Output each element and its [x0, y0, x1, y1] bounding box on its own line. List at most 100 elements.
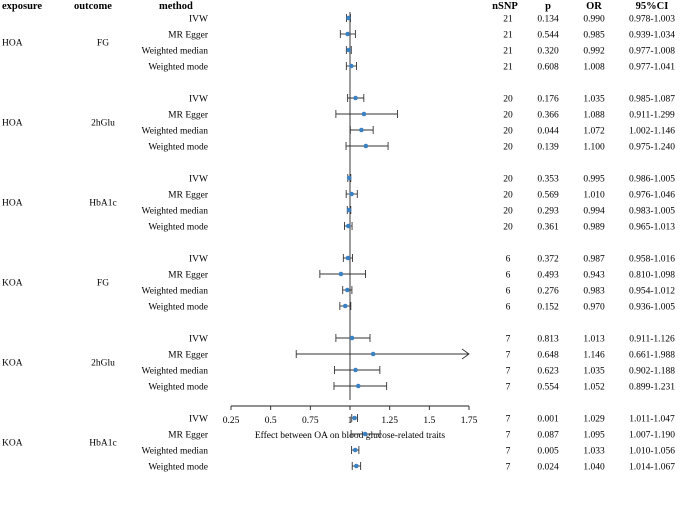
p-value-4-0: 0.813 [537, 335, 559, 345]
nsnp-value-3-2: 6 [506, 287, 511, 297]
ci-value-4-2: 0.902-1.188 [629, 367, 675, 377]
group-exposure-2: HOA [2, 199, 23, 209]
p-value-3-2: 0.276 [537, 287, 559, 297]
method-label-5-2: Weighted median [141, 447, 208, 457]
x-tick-label-5: 1.5 [423, 416, 435, 426]
or-point-5-2 [352, 447, 358, 453]
method-label-4-0: IVW [189, 335, 208, 345]
nsnp-value-4-2: 7 [506, 367, 511, 377]
or-value-4-2: 1.035 [583, 367, 605, 377]
ci-value-5-1: 1.007-1.190 [629, 431, 675, 441]
header-p: p [545, 1, 551, 12]
or-value-0-3: 1.008 [583, 63, 605, 73]
method-label-2-2: Weighted median [141, 207, 208, 217]
p-value-1-1: 0.366 [537, 111, 559, 121]
p-value-2-1: 0.569 [537, 191, 559, 201]
nsnp-value-1-1: 20 [503, 111, 513, 121]
ci-value-0-1: 0.939-1.034 [629, 31, 675, 41]
group-outcome-5: HbA1c [89, 439, 116, 449]
or-value-4-3: 1.052 [583, 383, 605, 393]
method-label-0-0: IVW [189, 15, 208, 25]
method-label-3-2: Weighted median [141, 287, 208, 297]
or-point-4-1 [370, 351, 376, 357]
p-value-3-1: 0.493 [537, 271, 559, 281]
p-value-0-2: 0.320 [537, 47, 559, 57]
p-value-3-3: 0.152 [537, 303, 559, 313]
or-point-4-2 [353, 367, 358, 373]
group-outcome-2: HbA1c [89, 199, 116, 209]
or-value-2-0: 0.995 [583, 175, 605, 185]
nsnp-value-1-3: 20 [503, 143, 513, 153]
nsnp-value-2-2: 20 [503, 207, 513, 217]
or-point-2-2 [346, 207, 352, 213]
or-value-0-0: 0.990 [583, 15, 605, 25]
method-label-4-1: MR Egger [168, 351, 209, 361]
group-exposure-1: HOA [2, 119, 23, 129]
p-value-4-3: 0.554 [537, 383, 559, 393]
ci-value-3-1: 0.810-1.098 [629, 271, 675, 281]
ci-arrow-4-1 [461, 348, 470, 360]
method-label-3-3: Weighted mode [148, 303, 208, 313]
header-nsnp: nSNP [492, 1, 518, 12]
p-value-1-2: 0.044 [537, 127, 559, 137]
or-point-1-1 [361, 111, 367, 117]
or-value-5-1: 1.095 [583, 431, 605, 441]
ci-value-2-1: 0.976-1.046 [629, 191, 675, 201]
nsnp-value-0-1: 21 [503, 31, 513, 41]
or-value-0-2: 0.992 [583, 47, 605, 57]
p-value-3-0: 0.372 [537, 255, 559, 265]
or-value-1-1: 1.088 [583, 111, 605, 121]
method-label-1-2: Weighted median [141, 127, 208, 137]
or-value-3-2: 0.983 [583, 287, 605, 297]
p-value-2-0: 0.353 [537, 175, 559, 185]
or-point-0-0 [346, 15, 351, 21]
x-axis-title: Effect between OA on blood glucose-relat… [255, 430, 446, 441]
p-value-5-2: 0.005 [537, 447, 559, 457]
group-outcome-1: 2hGlu [91, 119, 115, 129]
ci-value-4-3: 0.899-1.231 [629, 383, 675, 393]
or-value-3-1: 0.943 [583, 271, 605, 281]
x-tick-label-0: 0.25 [223, 416, 240, 426]
method-label-0-1: MR Egger [168, 31, 209, 41]
nsnp-value-1-0: 20 [503, 95, 513, 105]
method-label-2-0: IVW [189, 175, 208, 185]
nsnp-value-4-3: 7 [506, 383, 511, 393]
header-ci: 95%CI [636, 1, 669, 12]
or-value-3-3: 0.970 [583, 303, 605, 313]
method-label-1-1: MR Egger [168, 111, 209, 121]
method-label-4-3: Weighted mode [148, 383, 208, 393]
nsnp-value-0-2: 21 [503, 47, 513, 57]
header-outcome: outcome [74, 1, 112, 12]
x-tick-label-2: 0.75 [302, 416, 319, 426]
ci-value-4-1: 0.661-1.988 [629, 351, 675, 361]
nsnp-value-0-3: 21 [503, 63, 513, 73]
group-outcome-4: 2hGlu [91, 359, 115, 369]
ci-value-5-0: 1.011-1.047 [629, 415, 675, 425]
nsnp-value-0-0: 21 [503, 15, 513, 25]
header-method: method [159, 1, 193, 12]
ci-value-5-3: 1.014-1.067 [629, 463, 675, 473]
or-point-1-2 [359, 127, 364, 133]
nsnp-value-4-1: 7 [506, 351, 511, 361]
p-value-5-1: 0.087 [537, 431, 559, 441]
method-label-0-2: Weighted median [141, 47, 208, 57]
nsnp-value-3-3: 6 [506, 303, 511, 313]
nsnp-value-5-2: 7 [506, 447, 511, 457]
nsnp-value-4-0: 7 [506, 335, 511, 345]
x-tick-label-4: 1.25 [381, 416, 398, 426]
or-value-1-2: 1.072 [583, 127, 605, 137]
or-point-2-3 [345, 223, 351, 229]
or-value-1-0: 1.035 [583, 95, 605, 105]
or-value-5-3: 1.040 [583, 463, 605, 473]
nsnp-value-2-0: 20 [503, 175, 513, 185]
ci-value-3-2: 0.954-1.012 [629, 287, 675, 297]
ci-value-2-2: 0.983-1.005 [629, 207, 675, 217]
method-label-2-1: MR Egger [168, 191, 209, 201]
or-value-4-0: 1.013 [583, 335, 605, 345]
ci-value-0-2: 0.977-1.008 [629, 47, 675, 57]
header-exposure: exposure [2, 1, 42, 12]
p-value-4-2: 0.623 [537, 367, 559, 377]
or-point-0-3 [348, 63, 354, 69]
x-tick-label-1: 0.5 [265, 416, 277, 426]
